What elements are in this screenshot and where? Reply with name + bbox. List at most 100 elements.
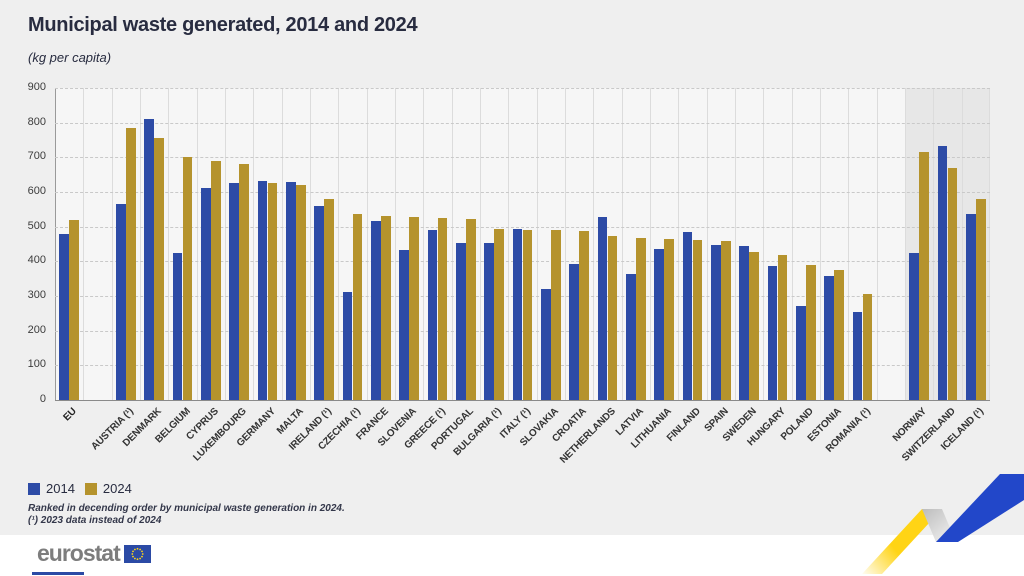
- bar-2014-norway: [909, 252, 919, 400]
- vertical-gridline: [621, 88, 623, 400]
- bar-2024-greece: [437, 218, 448, 400]
- vertical-gridline: [763, 88, 765, 400]
- vertical-gridline: [820, 88, 821, 400]
- horizontal-gridline-800: [55, 122, 990, 124]
- vertical-gridline: [961, 88, 963, 400]
- legend-item-2024: 2024: [84, 481, 132, 496]
- y-axis-line: [55, 88, 56, 400]
- bar-2014-poland: [796, 305, 806, 400]
- efta-shaded-panel: [905, 88, 990, 400]
- bar-2024-denmark: [154, 137, 164, 400]
- bar-2014-bulgaria: [484, 243, 494, 400]
- bar-2024-austria: [126, 128, 136, 400]
- bar-2024-estonia: [834, 269, 844, 400]
- vertical-gridline: [678, 88, 680, 400]
- vertical-gridline: [366, 88, 368, 400]
- vertical-gridline: [791, 88, 793, 400]
- vertical-gridline: [196, 88, 198, 400]
- horizontal-gridline-200: [55, 330, 990, 332]
- bar-2014-ireland: [314, 205, 324, 400]
- bar-2014-croatia: [569, 263, 579, 400]
- vertical-gridline: [989, 88, 990, 400]
- vertical-gridline: [593, 88, 595, 400]
- bar-2024-italy: [522, 230, 533, 400]
- vertical-gridline: [83, 88, 85, 400]
- horizontal-gridline-600: [55, 192, 990, 193]
- vertical-gridline: [140, 88, 141, 400]
- vertical-gridline: [905, 88, 906, 400]
- bar-2014-latvia: [626, 273, 636, 400]
- bar-2024-cyprus: [211, 160, 221, 400]
- bar-2024-hungary: [777, 255, 788, 400]
- vertical-gridline: [848, 88, 850, 400]
- bar-2024-norway: [919, 151, 929, 400]
- bar-2024-netherlands: [607, 236, 618, 400]
- y-tick-label-200: 200: [27, 323, 46, 336]
- y-tick-label-100: 100: [27, 358, 46, 371]
- chart-subtitle: (kg per capita): [28, 50, 112, 65]
- bar-2014-netherlands: [597, 217, 608, 400]
- eu-flag-icon: [123, 544, 151, 563]
- bar-2024-belgium: [182, 157, 193, 400]
- ribbon-yellow-stripe: [862, 509, 942, 574]
- bar-2014-france: [371, 220, 381, 400]
- bar-2024-malta: [296, 185, 306, 400]
- bar-2014-slovenia: [399, 249, 409, 400]
- plot-area: EU AUSTRIA (¹) DENMARK BELGIUM CYPRUS LUXEMBO…: [55, 88, 990, 466]
- chart-title: Municipal waste generated, 2014 and 2024: [28, 14, 418, 36]
- y-tick-label-700: 700: [27, 150, 46, 163]
- eurostat-logo-underline: [32, 572, 84, 575]
- legend: 2014 2024: [28, 481, 132, 496]
- legend-label-2024: 2024: [102, 481, 132, 496]
- bar-2014-czechia: [342, 291, 353, 400]
- vertical-gridline: [480, 88, 481, 400]
- footnote-data-note: (¹) 2023 data instead of 2024: [28, 514, 162, 526]
- legend-swatch-2014-icon: [28, 482, 40, 495]
- vertical-gridline: [225, 88, 226, 400]
- bar-2014-denmark: [144, 119, 154, 400]
- ribbon-blue-stripe: [936, 474, 1024, 542]
- bar-2014-switzerland: [937, 145, 948, 400]
- vertical-gridline: [933, 88, 935, 400]
- horizontal-gridline-700: [55, 157, 990, 159]
- vertical-gridline: [508, 88, 510, 400]
- vertical-gridline: [168, 88, 170, 400]
- vertical-gridline: [395, 88, 396, 400]
- vertical-gridline: [706, 88, 708, 400]
- bar-2014-austria: [116, 203, 126, 400]
- bar-2024-croatia: [579, 231, 589, 400]
- vertical-gridline: [876, 88, 878, 400]
- y-tick-label-0: 0: [39, 393, 46, 405]
- eurostat-logo-text: eurostat: [37, 540, 121, 566]
- legend-item-2014: 2014: [28, 481, 75, 496]
- y-tick-label-600: 600: [27, 185, 46, 197]
- y-tick-label-500: 500: [27, 219, 46, 232]
- bar-2014-estonia: [824, 276, 834, 400]
- legend-swatch-2024-icon: [84, 482, 97, 495]
- bar-2014-slovakia: [541, 288, 551, 400]
- footer: eurostat: [0, 535, 1024, 576]
- y-tick-label-900: 900: [27, 81, 46, 93]
- bar-2014-belgium: [172, 252, 183, 400]
- horizontal-gridline-100: [55, 365, 990, 367]
- vertical-gridline: [536, 88, 538, 400]
- footnote-ranking: Ranked in decending order by municipal w…: [28, 503, 345, 514]
- bar-2024-switzerland: [947, 167, 958, 400]
- bar-2014-greece: [427, 230, 438, 400]
- bar-2024-finland: [692, 239, 703, 400]
- bar-2014-sweden: [739, 246, 749, 400]
- vertical-gridline: [650, 88, 651, 400]
- bar-2014-romania: [852, 311, 863, 400]
- bar-2024-luxembourg: [239, 164, 249, 400]
- bar-2014-finland: [682, 232, 693, 400]
- bar-2024-slovakia: [551, 230, 561, 400]
- bar-2014-portugal: [456, 242, 466, 400]
- bar-2014-italy: [512, 228, 523, 400]
- bar-2024-poland: [806, 265, 816, 400]
- bar-2024-romania: [862, 293, 873, 400]
- vertical-gridline: [253, 88, 255, 400]
- y-tick-label-400: 400: [27, 254, 46, 267]
- bar-2024-france: [381, 215, 391, 400]
- bar-2024-czechia: [352, 213, 363, 400]
- bar-2014-iceland: [966, 213, 976, 400]
